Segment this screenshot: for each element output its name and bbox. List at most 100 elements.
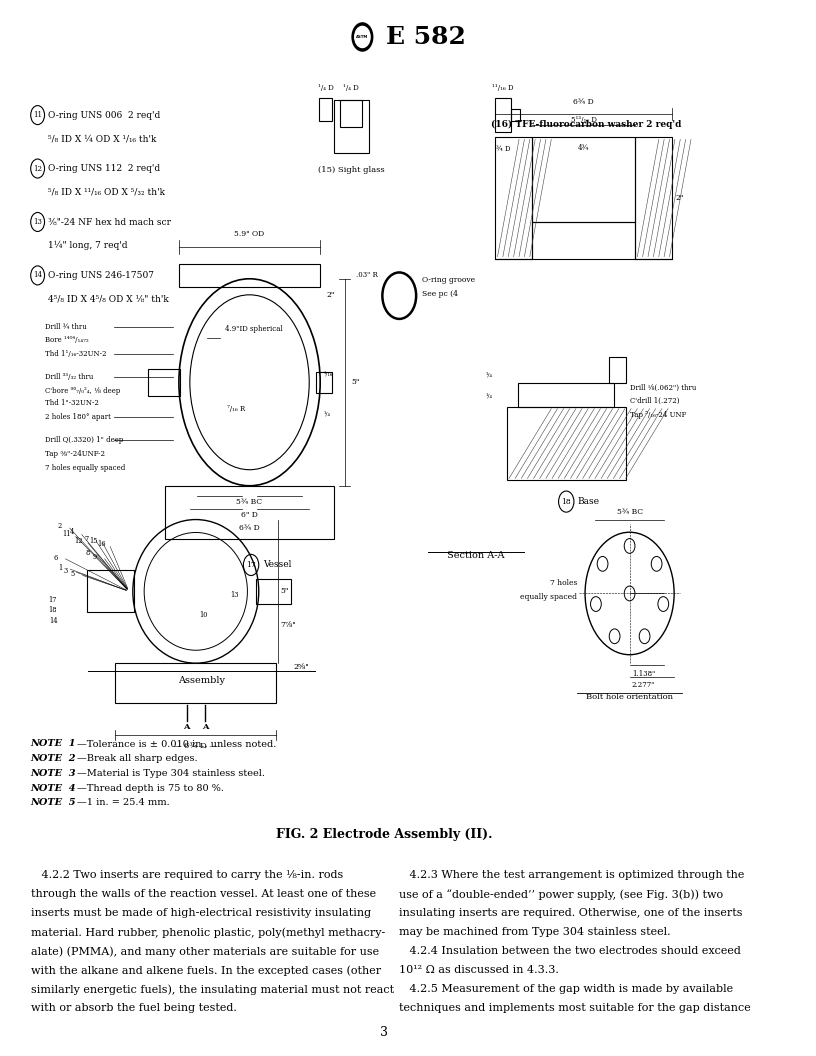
Bar [609,357,626,383]
Text: NOTE  1: NOTE 1 [31,739,76,749]
Text: E 582: E 582 [386,25,466,49]
Text: 10: 10 [199,610,207,619]
Text: ASTM: ASTM [357,35,369,39]
Text: NOTE  4: NOTE 4 [31,784,76,793]
Text: 4⁵/₈ ID X 4⁵/₈ OD X ⅛" th'k: 4⁵/₈ ID X 4⁵/₈ OD X ⅛" th'k [48,295,169,303]
Text: ¹¹/₁₆ D: ¹¹/₁₆ D [492,83,513,92]
Text: alate) (PMMA), and many other materials are suitable for use: alate) (PMMA), and many other materials … [31,946,379,957]
Bar [340,100,362,127]
Text: 5: 5 [70,570,74,579]
Text: 12: 12 [33,165,42,172]
Text: (15) Sight glass: (15) Sight glass [317,166,384,174]
Text: O-ring UNS 112  2 req'd: O-ring UNS 112 2 req'd [48,165,161,173]
Text: 5¾ BC: 5¾ BC [237,498,263,507]
Text: inserts must be made of high-electrical resistivity insulating: inserts must be made of high-electrical … [31,908,370,918]
Text: C'bore ⁹⁶₇/₀²₄, ⅛ deep: C'bore ⁹⁶₇/₀²₄, ⅛ deep [45,386,120,395]
Text: 14: 14 [33,271,42,280]
Text: 10¹² Ω as discussed in 4.3.3.: 10¹² Ω as discussed in 4.3.3. [399,965,559,975]
Text: through the walls of the reaction vessel. At least one of these: through the walls of the reaction vessel… [31,889,376,899]
Text: 2.277": 2.277" [632,681,655,690]
Text: 4: 4 [70,528,74,536]
Circle shape [355,26,370,48]
Text: insulating inserts are required. Otherwise, one of the inserts: insulating inserts are required. Otherwi… [399,908,743,918]
Text: 13: 13 [230,590,238,599]
Text: Drill Q(.3320) 1" deep: Drill Q(.3320) 1" deep [45,436,123,445]
Bar [334,100,369,153]
Text: ⁵/₈ ID X ¼ OD X ¹/₁₆ th'k: ⁵/₈ ID X ¼ OD X ¹/₁₆ th'k [48,134,157,144]
Text: ⁵/₈ ID X ¹¹/₁₆ OD X ⁵/₃₂ th'k: ⁵/₈ ID X ¹¹/₁₆ OD X ⁵/₃₂ th'k [48,188,166,196]
Text: Tap ⅜"-24UNF-2: Tap ⅜"-24UNF-2 [45,450,104,458]
Text: 4.2.3 Where the test arrangement is optimized through the: 4.2.3 Where the test arrangement is opti… [399,870,745,880]
Text: 2 holes 180° apart: 2 holes 180° apart [45,413,110,421]
Text: 5¹³/₁₆ D: 5¹³/₁₆ D [570,115,596,124]
Text: (16) TFE-fluorocarbon washer 2 req'd: (16) TFE-fluorocarbon washer 2 req'd [491,119,682,129]
Text: 4¾: 4¾ [578,144,589,152]
Text: 6" D: 6" D [241,511,258,520]
Text: material. Hard rubber, phenolic plastic, poly(methyl methacry-: material. Hard rubber, phenolic plastic,… [31,927,385,938]
Bar [511,109,520,121]
Text: 2": 2" [326,290,335,299]
Text: FIG. 2 Electrode Assembly (II).: FIG. 2 Electrode Assembly (II). [276,828,492,841]
Text: 7⅞": 7⅞" [280,621,296,629]
Text: O-ring UNS 246-17507: O-ring UNS 246-17507 [48,271,154,280]
Text: Thd 1¹/₁₆-32UN-2: Thd 1¹/₁₆-32UN-2 [45,350,106,358]
Text: ¹/₄ D: ¹/₄ D [317,83,334,92]
Text: Bore ¹⁴⁰⁴/₁₄₇₂: Bore ¹⁴⁰⁴/₁₄₇₂ [45,336,88,344]
Text: 3: 3 [64,567,69,576]
Text: See pc (4: See pc (4 [423,289,459,298]
Text: 4.2.4 Insulation between the two electrodes should exceed: 4.2.4 Insulation between the two electro… [399,946,741,956]
Text: O-ring UNS 006  2 req'd: O-ring UNS 006 2 req'd [48,111,161,120]
Text: —Thread depth is 75 to 80 %.: —Thread depth is 75 to 80 %. [77,784,224,793]
Bar [115,663,277,703]
Text: 1¼" long, 7 req'd: 1¼" long, 7 req'd [48,241,128,250]
Text: ¹/₄: ¹/₄ [323,411,330,417]
Text: ¹/₁₆: ¹/₁₆ [323,371,333,377]
Bar [179,264,320,287]
Text: 9: 9 [93,552,97,561]
Text: Tap ⁵/₁₆-24 UNF: Tap ⁵/₁₆-24 UNF [630,411,686,419]
Text: —1 in. = 25.4 mm.: —1 in. = 25.4 mm. [77,798,170,808]
Text: ¹/₄ D: ¹/₄ D [343,83,359,92]
Text: 4.2.2 Two inserts are required to carry the ⅛-in. rods: 4.2.2 Two inserts are required to carry … [31,870,343,880]
Bar [495,98,511,132]
Text: 11: 11 [62,530,70,539]
Text: C'drill 1(.272): C'drill 1(.272) [630,397,679,406]
Bar [256,579,291,604]
Bar [635,137,672,259]
Text: 13: 13 [33,218,42,226]
Text: techniques and implements most suitable for the gap distance: techniques and implements most suitable … [399,1003,751,1013]
Text: 17: 17 [48,596,56,604]
Text: 7 holes equally spaced: 7 holes equally spaced [45,464,125,472]
Text: —Break all sharp edges.: —Break all sharp edges. [77,754,197,763]
Text: 6¾ D: 6¾ D [573,97,594,106]
Text: —Material is Type 304 stainless steel.: —Material is Type 304 stainless steel. [77,769,264,778]
Text: 6¾ D: 6¾ D [239,524,260,532]
Text: 16: 16 [97,540,105,548]
Text: ¹/₄: ¹/₄ [486,393,493,399]
Text: Assembly: Assembly [178,676,224,685]
Bar [165,486,334,539]
Bar [518,383,614,407]
Bar [532,137,635,222]
Text: Base: Base [578,497,600,506]
Text: A: A [184,723,190,732]
Text: use of a “double-ended’’ power supply, (see Fig. 3(b)) two: use of a “double-ended’’ power supply, (… [399,889,723,900]
Text: 18: 18 [48,606,56,615]
Text: 4.9"ID spherical: 4.9"ID spherical [224,325,282,334]
Text: 8: 8 [86,549,90,558]
Text: NOTE  2: NOTE 2 [31,754,76,763]
Text: A: A [202,723,208,732]
Text: 1: 1 [58,564,62,572]
Text: 5": 5" [351,378,359,386]
Text: ⁷/₁₆ R: ⁷/₁₆ R [227,404,245,413]
Text: may be machined from Type 304 stainless steel.: may be machined from Type 304 stainless … [399,927,671,937]
Bar [318,98,332,121]
Text: .03" R: .03" R [356,270,378,279]
Text: NOTE  3: NOTE 3 [31,769,76,778]
Text: —Tolerance is ± 0.010 in., unless noted.: —Tolerance is ± 0.010 in., unless noted. [77,739,276,749]
Text: 7 holes: 7 holes [550,579,578,587]
Text: 12: 12 [74,536,82,545]
Text: Bolt hole orientation: Bolt hole orientation [586,693,673,701]
Text: 1.138": 1.138" [632,670,655,678]
Text: Vessel: Vessel [264,561,292,569]
